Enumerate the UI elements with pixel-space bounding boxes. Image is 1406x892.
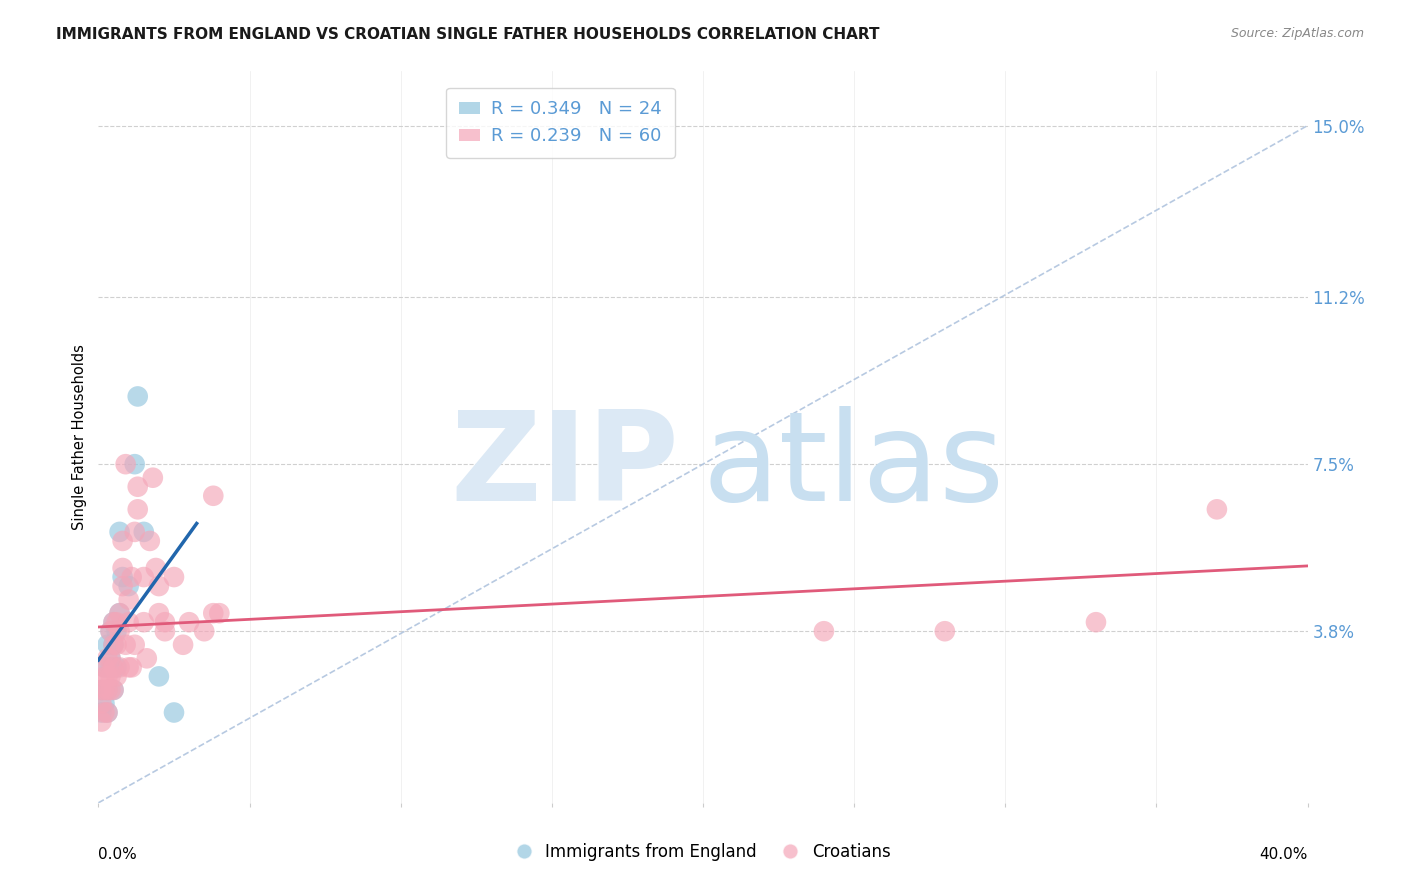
Point (100, 651, 122, 665)
Point (111, 570, 134, 584)
Point (96, 669, 118, 683)
Point (118, 660, 141, 674)
Point (90, 706, 112, 720)
Point (163, 706, 186, 720)
Point (105, 638, 128, 652)
Point (121, 570, 143, 584)
Point (96, 638, 118, 652)
Point (934, 624, 956, 639)
Point (111, 533, 134, 548)
Point (108, 624, 131, 639)
Point (132, 570, 155, 584)
Point (118, 615, 141, 630)
Point (121, 660, 143, 674)
Point (100, 660, 122, 674)
Point (153, 615, 176, 630)
Point (90, 682, 112, 697)
Point (111, 561, 134, 575)
Point (148, 669, 170, 683)
Point (108, 606, 131, 620)
Point (96, 682, 118, 697)
Text: atlas: atlas (703, 406, 1005, 527)
Point (124, 457, 146, 471)
Point (96, 706, 118, 720)
Point (103, 615, 125, 630)
Y-axis label: Single Father Households: Single Father Households (72, 344, 87, 530)
Point (179, 615, 201, 630)
Point (100, 669, 122, 683)
Point (103, 615, 125, 630)
Point (1085, 615, 1108, 630)
Text: IMMIGRANTS FROM ENGLAND VS CROATIAN SINGLE FATHER HOUSEHOLDS CORRELATION CHART: IMMIGRANTS FROM ENGLAND VS CROATIAN SING… (56, 27, 880, 42)
Point (142, 471, 165, 485)
Point (108, 660, 131, 674)
Point (163, 570, 186, 584)
Text: Source: ZipAtlas.com: Source: ZipAtlas.com (1230, 27, 1364, 40)
Text: ZIP: ZIP (450, 406, 679, 527)
Point (172, 638, 194, 652)
Point (90, 682, 112, 697)
Point (108, 606, 131, 620)
Point (118, 579, 141, 593)
Point (90, 697, 112, 711)
Point (103, 682, 125, 697)
Point (105, 669, 128, 683)
Text: 0.0%: 0.0% (98, 847, 138, 862)
Point (96, 651, 118, 665)
Point (124, 638, 146, 652)
Point (135, 651, 157, 665)
Point (93, 660, 115, 674)
Point (148, 579, 170, 593)
Point (93, 697, 115, 711)
Point (124, 524, 146, 539)
Point (127, 502, 149, 516)
Legend: Immigrants from England, Croatians: Immigrants from England, Croatians (509, 837, 897, 868)
Point (111, 579, 134, 593)
Point (100, 624, 122, 639)
Point (132, 615, 155, 630)
Point (105, 615, 128, 630)
Point (103, 660, 125, 674)
Point (93, 660, 115, 674)
Point (148, 606, 170, 620)
Point (103, 682, 125, 697)
Point (100, 682, 122, 697)
Text: 40.0%: 40.0% (1260, 847, 1308, 862)
Point (145, 561, 167, 575)
Point (105, 660, 128, 674)
Point (127, 389, 149, 403)
Point (208, 606, 231, 620)
Point (114, 457, 136, 471)
Point (100, 624, 122, 639)
Point (96, 682, 118, 697)
Point (132, 524, 155, 539)
Point (153, 624, 176, 639)
Point (202, 489, 225, 503)
Point (93, 682, 115, 697)
Point (813, 624, 835, 639)
Point (1206, 502, 1229, 516)
Point (202, 606, 225, 620)
Point (193, 624, 215, 639)
Point (90, 714, 112, 729)
Point (103, 638, 125, 652)
Point (105, 624, 128, 639)
Point (118, 592, 141, 607)
Point (108, 524, 131, 539)
Point (93, 669, 115, 683)
Point (139, 533, 162, 548)
Point (96, 706, 118, 720)
Point (93, 706, 115, 720)
Point (114, 638, 136, 652)
Point (100, 651, 122, 665)
Point (103, 638, 125, 652)
Point (127, 480, 149, 494)
